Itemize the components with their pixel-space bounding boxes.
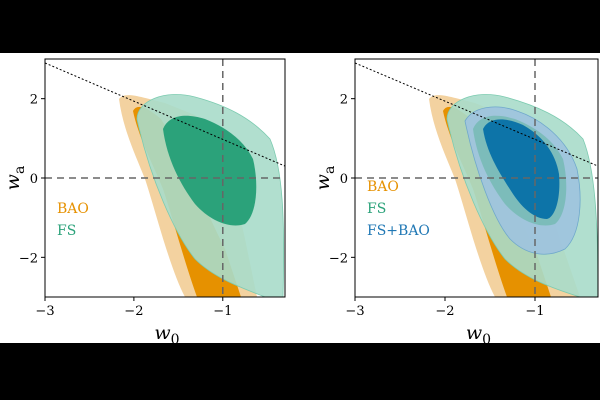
- y-tick-label: 0: [30, 172, 38, 187]
- x-tick-label: −3: [35, 304, 54, 319]
- y-tick-label: −2: [19, 251, 38, 266]
- legend-entry-bao: BAO: [57, 201, 89, 217]
- x-axis-label: w0: [466, 322, 491, 343]
- legend-entry-fs-bao: FS+BAO: [367, 223, 430, 239]
- y-axis-label: wa: [2, 166, 28, 191]
- y-tick-label: 2: [340, 93, 348, 108]
- legend-entry-bao: BAO: [367, 179, 399, 195]
- x-tick-label: −1: [525, 304, 544, 319]
- y-tick-label: −2: [329, 251, 348, 266]
- x-tick-label: −2: [124, 304, 143, 319]
- figure-canvas: −3 −2 −1 −2 0 2 w0 wa BAO FS −3 −2 −1 −2 0 2 w0 wa BAO FS F…: [0, 53, 600, 343]
- right-panel: −3 −2 −1 −2 0 2 w0 wa BAO FS FS+BAO: [312, 58, 599, 343]
- y-tick-label: 0: [340, 172, 348, 187]
- x-axis-label: w0: [154, 322, 179, 343]
- x-tick-label: −3: [345, 304, 364, 319]
- legend-entry-fs: FS: [57, 223, 76, 239]
- right-panel-axes: −3 −2 −1 −2 0 2 w0 wa BAO FS FS+BAO: [312, 58, 599, 343]
- y-axis-label: wa: [312, 166, 338, 191]
- left-panel-axes: −3 −2 −1 −2 0 2 w0 wa BAO FS: [2, 58, 286, 343]
- x-tick-label: −2: [435, 304, 454, 319]
- fsbao-contour-inner: [483, 119, 560, 219]
- legend-entry-fs: FS: [367, 201, 386, 217]
- left-panel: −3 −2 −1 −2 0 2 w0 wa BAO FS: [2, 58, 286, 343]
- y-tick-label: 2: [30, 93, 38, 108]
- figure-svg: −3 −2 −1 −2 0 2 w0 wa BAO FS −3 −2 −1 −2 0 2 w0 wa BAO FS F…: [2, 58, 599, 343]
- boundary-line: [44, 62, 286, 167]
- x-tick-label: −1: [213, 304, 232, 319]
